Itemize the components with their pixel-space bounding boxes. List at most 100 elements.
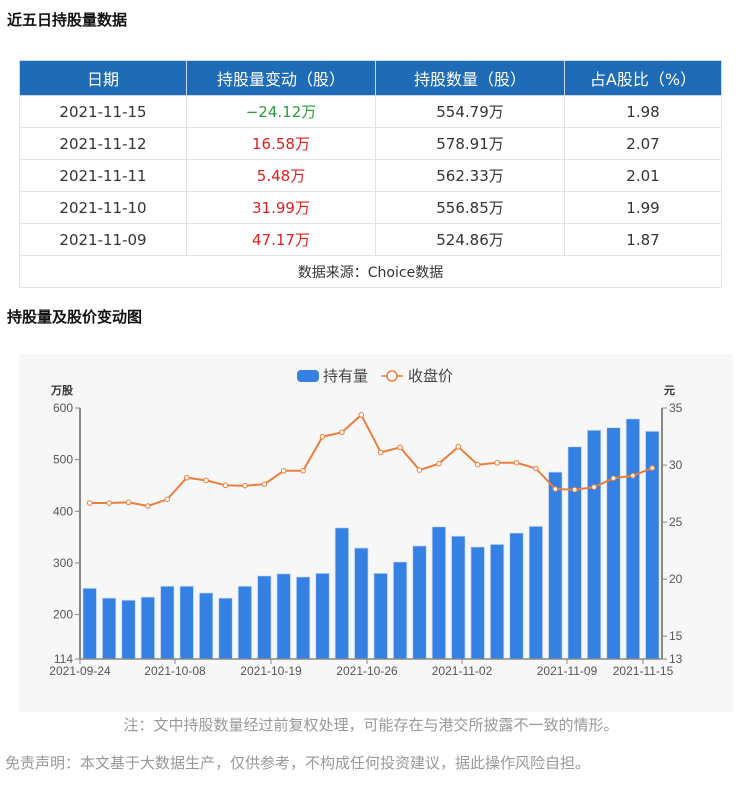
table-row: 2021-11-15 −24.12万 554.79万 1.98 [19, 95, 722, 128]
holding-bar [392, 561, 408, 660]
holding-bar [509, 532, 524, 660]
holding-bar [528, 525, 544, 660]
holding-bar [140, 596, 156, 660]
x-tick-label: 2021-10-26 [336, 664, 398, 678]
price-point [630, 472, 636, 479]
x-tick-label: 2021-11-15 [613, 664, 674, 678]
price-line [89, 413, 653, 508]
holding-bar [334, 527, 350, 660]
section-title-chart: 持股量及股价变动图 [7, 308, 143, 326]
cell-holding: 556.85万 [375, 191, 565, 224]
holding-bar [257, 575, 272, 660]
holding-bar [470, 546, 485, 660]
cell-ratio: 1.98 [564, 95, 722, 128]
cell-date: 2021-11-12 [19, 127, 187, 160]
holding-bar [101, 597, 117, 660]
cell-date: 2021-11-11 [19, 159, 187, 192]
holding-bar [412, 545, 427, 660]
price-point [261, 481, 268, 488]
price-point [183, 474, 190, 481]
price-point [455, 443, 462, 450]
cell-change: 5.48万 [186, 159, 376, 192]
cell-change: 16.58万 [186, 127, 376, 160]
header-ratio: 占A股比（%） [564, 60, 722, 96]
holding-bar [606, 427, 621, 660]
holding-bar [451, 535, 466, 660]
price-point [513, 459, 520, 466]
price-point [397, 444, 403, 451]
right-tick-label: 35 [669, 401, 683, 415]
holding-bar [567, 446, 582, 660]
x-tick-label: 2021-10-08 [144, 664, 206, 678]
price-point [610, 475, 617, 482]
price-point [552, 486, 559, 492]
cell-ratio: 2.07 [564, 127, 722, 160]
price-point [280, 467, 287, 474]
left-tick-label: 300 [53, 556, 73, 570]
holding-bar [295, 576, 311, 660]
holding-bar [276, 573, 291, 660]
price-point [145, 503, 151, 509]
cell-date: 2021-11-09 [19, 223, 187, 256]
table-row: 2021-11-10 31.99万 556.85万 1.99 [19, 191, 722, 224]
left-tick-label: 500 [53, 453, 73, 467]
cell-date: 2021-11-15 [19, 95, 187, 128]
price-point [416, 467, 423, 473]
table-row: 2021-11-09 47.17万 524.86万 1.87 [19, 223, 722, 256]
price-point [591, 484, 597, 490]
cell-date: 2021-11-10 [19, 191, 187, 224]
cell-ratio: 2.01 [564, 159, 722, 192]
section-title-five-day: 近五日持股量数据 [7, 11, 128, 29]
data-source: 数据来源：Choice数据 [19, 255, 722, 288]
table-row: 2021-11-12 16.58万 578.91万 2.07 [19, 127, 722, 160]
left-tick-label: 400 [53, 504, 73, 518]
header-change: 持股量变动（股） [186, 60, 376, 96]
adjustment-note: 注：文中持股数量经过前复权处理，可能存在与港交所披露不一致的情形。 [123, 716, 619, 734]
header-holding: 持股数量（股） [375, 60, 565, 96]
legend-price[interactable]: 收盘价 [408, 367, 453, 385]
holding-bar [198, 592, 214, 660]
price-point [300, 467, 306, 474]
holding-bar [586, 429, 602, 660]
holding-bar [315, 572, 330, 660]
x-tick-label: 2021-11-02 [432, 664, 493, 678]
holding-price-chart: 114 200 300 400 500 600 万股 13 15 20 25 30 35 元 2021-09… [19, 354, 733, 712]
left-tick-label: 200 [53, 608, 73, 622]
x-tick-label: 2021-10-19 [240, 664, 302, 678]
legend-holding[interactable]: 持有量 [323, 367, 368, 385]
header-date: 日期 [19, 60, 187, 96]
cell-ratio: 1.99 [564, 191, 722, 224]
legend-bar-icon [297, 370, 319, 382]
cell-change: −24.12万 [186, 95, 376, 128]
right-tick-label: 13 [669, 652, 683, 666]
cell-holding: 578.91万 [375, 127, 565, 160]
cell-ratio: 1.87 [564, 223, 722, 256]
left-tick-label: 114 [54, 652, 73, 666]
price-point [494, 459, 500, 466]
price-point [86, 500, 93, 506]
table-row: 2021-11-11 5.48万 562.33万 2.01 [19, 159, 722, 192]
source-row: 数据来源：Choice数据 [19, 255, 722, 288]
cell-holding: 562.33万 [375, 159, 565, 192]
table-header-row: 日期 持股量变动（股） 持股数量（股） 占A股比（%） [19, 60, 722, 96]
x-tick-label: 2021-11-09 [537, 664, 598, 678]
cell-holding: 554.79万 [375, 95, 565, 128]
holding-bar [82, 587, 97, 660]
price-point [474, 461, 481, 468]
price-point [125, 499, 132, 506]
holding-bar [121, 599, 136, 660]
right-tick-label: 25 [669, 515, 683, 529]
holding-table: 日期 持股量变动（股） 持股数量（股） 占A股比（%） 2021-11-15 −2… [19, 60, 722, 288]
cell-holding: 524.86万 [375, 223, 565, 256]
right-tick-label: 15 [669, 629, 683, 643]
holding-bar [354, 547, 369, 660]
right-tick-label: 20 [669, 572, 683, 586]
price-point [319, 433, 326, 440]
price-point [436, 460, 442, 467]
price-point [164, 496, 171, 503]
left-tick-label: 600 [53, 401, 73, 415]
left-axis-unit: 万股 [50, 384, 74, 397]
cell-change: 31.99万 [186, 191, 376, 224]
right-axis-unit: 元 [664, 384, 675, 397]
x-tick-label: 2021-09-24 [49, 664, 111, 678]
